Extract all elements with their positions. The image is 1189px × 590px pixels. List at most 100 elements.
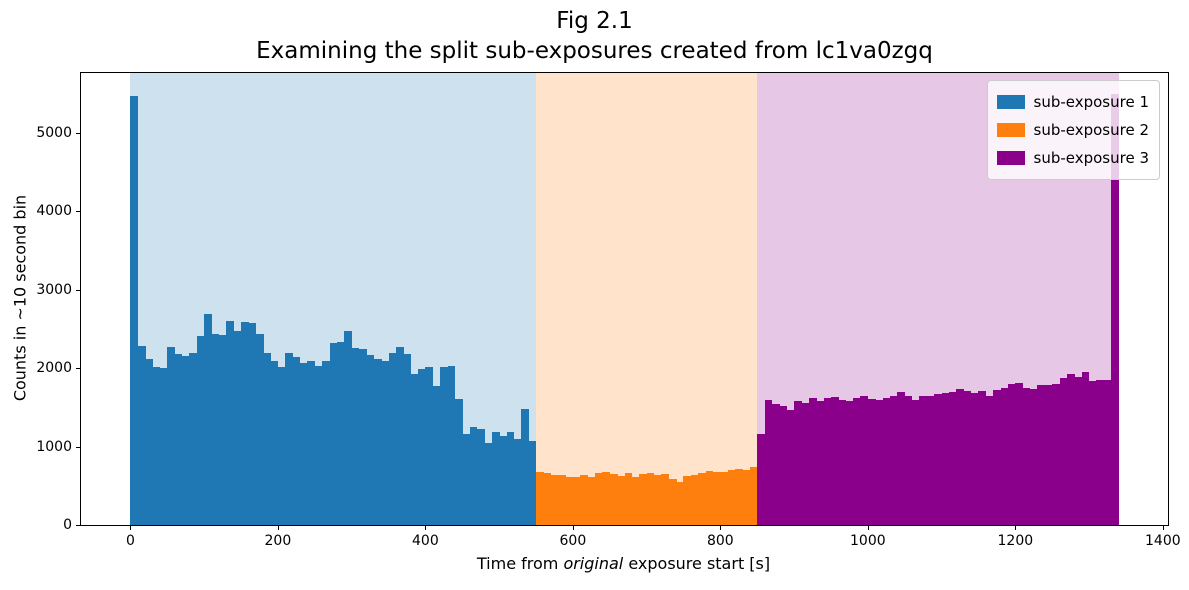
- legend-item: sub-exposure 2: [996, 116, 1149, 144]
- histogram-bar: [145, 358, 153, 525]
- histogram-bar: [152, 367, 161, 525]
- histogram-bar: [255, 333, 264, 525]
- histogram-bar: [609, 474, 618, 525]
- y-axis-label: Counts in ~10 second bin: [10, 194, 30, 402]
- x-axis-label-suffix: exposure start [s]: [623, 554, 771, 573]
- histogram-bar: [676, 481, 684, 525]
- histogram-bar: [285, 353, 294, 525]
- histogram-bar: [860, 396, 869, 525]
- histogram-bar: [565, 476, 574, 525]
- histogram-bar: [322, 361, 330, 525]
- histogram-bar: [1089, 380, 1097, 525]
- histogram-bar: [351, 347, 360, 525]
- histogram-bar: [137, 346, 146, 525]
- y-tick-mark: [76, 446, 81, 448]
- histogram-bar: [447, 365, 456, 525]
- histogram-bar: [572, 477, 581, 525]
- histogram-bar: [845, 401, 854, 525]
- histogram-bar: [477, 428, 485, 525]
- histogram-bar: [1111, 93, 1119, 525]
- histogram-bar: [233, 330, 242, 525]
- histogram-bar: [653, 474, 662, 525]
- histogram-bar: [359, 349, 367, 525]
- x-tick-label: 0: [125, 533, 135, 549]
- x-tick-mark: [130, 525, 132, 530]
- histogram-bar: [159, 368, 168, 525]
- histogram-bar: [808, 398, 817, 525]
- histogram-bar: [425, 366, 434, 525]
- histogram-bar: [513, 438, 522, 525]
- histogram-bar: [727, 470, 736, 525]
- y-tick-label: 1000: [36, 438, 72, 455]
- histogram-bar: [1059, 378, 1068, 525]
- histogram-bar: [189, 352, 198, 525]
- legend-label: sub-exposure 3: [1033, 149, 1150, 167]
- histogram-bar: [336, 342, 345, 525]
- histogram-bar: [307, 361, 316, 525]
- histogram-bar: [683, 476, 692, 525]
- histogram-bar: [698, 472, 706, 525]
- y-tick-label: 0: [63, 517, 72, 533]
- histogram-bar: [314, 365, 323, 525]
- histogram-bar: [558, 475, 566, 525]
- histogram-bar: [875, 399, 883, 525]
- histogram-bar: [1081, 371, 1090, 525]
- histogram-bar: [978, 390, 987, 525]
- histogram-bar: [174, 354, 183, 525]
- histogram-bar: [543, 473, 552, 525]
- sub-exposure-2-region: [536, 73, 758, 525]
- histogram-bar: [432, 385, 441, 525]
- histogram-bar: [639, 474, 647, 525]
- histogram-bar: [786, 409, 795, 525]
- x-tick-label: 1400: [1145, 533, 1181, 549]
- x-tick-mark: [1015, 525, 1017, 530]
- sub-exposure-1-swatch-icon: [996, 95, 1025, 109]
- histogram-bar: [381, 361, 389, 525]
- histogram-bar: [1022, 388, 1031, 525]
- histogram-bar: [941, 392, 950, 525]
- histogram-bar: [912, 399, 920, 525]
- histogram-bar: [528, 441, 537, 525]
- histogram-bar: [764, 399, 773, 525]
- histogram-bar: [587, 476, 596, 525]
- histogram-bar: [211, 333, 220, 525]
- histogram-bar: [838, 399, 847, 525]
- histogram-bar: [366, 354, 375, 525]
- histogram-bar: [454, 398, 463, 525]
- histogram-bar: [484, 442, 493, 525]
- histogram-bar: [882, 398, 891, 525]
- histogram-bar: [248, 322, 257, 525]
- histogram-bar: [277, 367, 286, 525]
- histogram-bar: [1015, 383, 1024, 525]
- y-tick-mark: [76, 211, 81, 213]
- histogram-bar: [550, 475, 559, 525]
- histogram-bar: [889, 396, 898, 525]
- histogram-bar: [226, 321, 235, 525]
- x-tick-mark: [1162, 525, 1164, 530]
- histogram-bar: [1044, 384, 1053, 525]
- histogram-bar: [300, 362, 308, 525]
- histogram-bar: [934, 393, 942, 525]
- histogram-bar: [948, 391, 957, 525]
- plot-area: sub-exposure 1 sub-exposure 2 sub-exposu…: [36, 72, 1181, 549]
- y-tick-label: 5000: [36, 124, 72, 141]
- x-tick-label: 1200: [997, 533, 1034, 549]
- histogram-bar: [646, 473, 655, 525]
- histogram-bar: [757, 434, 765, 525]
- histogram-bar: [985, 396, 994, 525]
- y-tick-mark: [76, 289, 81, 291]
- legend: sub-exposure 1 sub-exposure 2 sub-exposu…: [986, 80, 1160, 180]
- y-tick-mark: [76, 525, 81, 526]
- histogram-bar: [801, 402, 810, 525]
- histogram-bar: [705, 470, 714, 525]
- sub-exposure-2-swatch-icon: [996, 123, 1025, 137]
- legend-label: sub-exposure 1: [1033, 93, 1150, 111]
- histogram-bar: [499, 435, 507, 525]
- histogram-bar: [963, 390, 972, 525]
- histogram-bar: [536, 471, 544, 525]
- x-tick-label: 400: [412, 533, 439, 549]
- histogram-bar: [1103, 380, 1112, 525]
- histogram-bar: [373, 358, 382, 525]
- histogram-bar: [1007, 383, 1016, 525]
- histogram-bar: [690, 474, 699, 525]
